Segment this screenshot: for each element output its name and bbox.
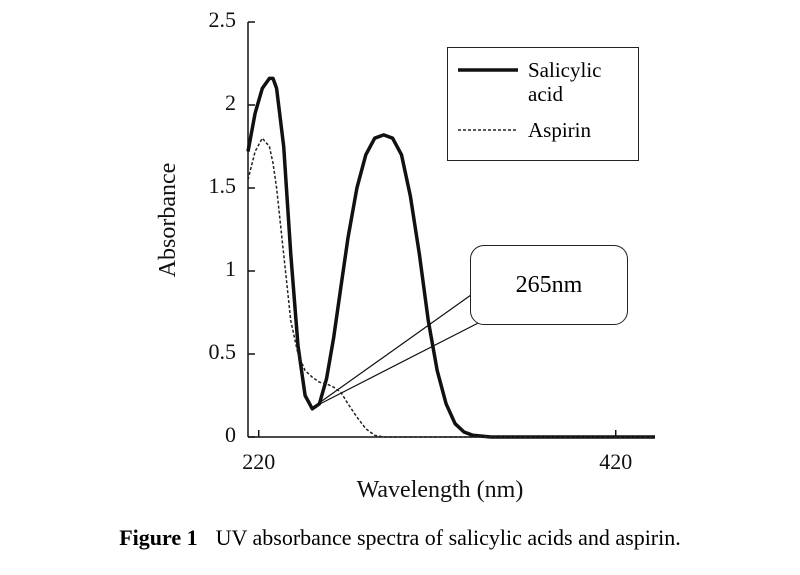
line-series	[247, 137, 655, 438]
y-tick-label: 1	[225, 256, 236, 281]
caption-text: UV absorbance spectra of salicylic acids…	[215, 525, 681, 550]
x-tick-label: 420	[599, 449, 632, 474]
legend-swatch	[458, 129, 518, 131]
legend-entry: Salicylic acid	[458, 58, 628, 106]
y-tick-label: 0	[225, 422, 236, 447]
callout-line	[311, 317, 489, 409]
y-tick-label: 1.5	[209, 173, 237, 198]
legend-label: Salicylic acid	[528, 58, 602, 106]
caption-label: Figure 1	[119, 525, 198, 550]
caption: Figure 1 UV absorbance spectra of salicyl…	[0, 525, 800, 551]
x-tick-label: 220	[242, 449, 275, 474]
legend-swatch	[458, 68, 518, 72]
callout-line	[311, 289, 479, 409]
legend: Salicylic acid Aspirin	[447, 47, 639, 161]
line-series	[246, 76, 655, 439]
y-tick-label: 0.5	[209, 339, 237, 364]
y-axis-label: Absorbance	[155, 163, 181, 278]
y-tick-label: 2	[225, 90, 236, 115]
y-tick-label: 2.5	[209, 7, 237, 32]
legend-entry: Aspirin	[458, 118, 628, 142]
legend-label: Aspirin	[528, 118, 591, 142]
x-axis-label: Wavelength (nm)	[357, 477, 524, 503]
annotation: 265nm	[470, 245, 628, 325]
